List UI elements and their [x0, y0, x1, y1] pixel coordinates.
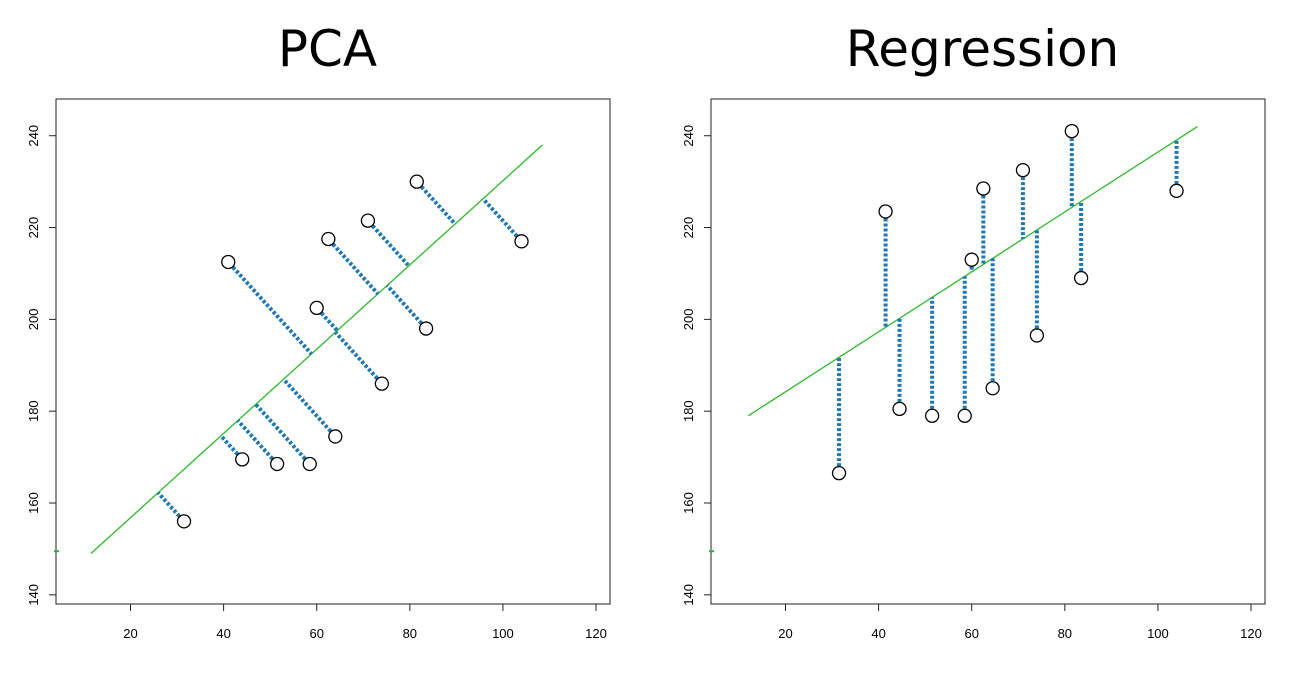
data-point	[957, 408, 972, 423]
x-tick-label: 100	[1147, 626, 1169, 641]
data-point	[221, 254, 236, 270]
residual-segment	[219, 434, 240, 456]
data-point	[1064, 123, 1079, 139]
y-tick-label: 200	[26, 309, 41, 331]
residual-segment	[481, 197, 519, 238]
data-point	[360, 213, 376, 228]
chart-title: PCA	[277, 20, 378, 78]
data-point	[892, 401, 907, 417]
x-tick-label: 60	[309, 626, 323, 641]
data-point	[1029, 328, 1045, 343]
y-tick-label: 180	[26, 400, 41, 422]
residual-segment	[371, 224, 411, 268]
y-tick-label: 200	[681, 309, 696, 331]
residual-segment	[282, 377, 333, 433]
residual-segment	[254, 403, 307, 461]
y-tick-label: 140	[26, 584, 41, 606]
x-tick-label: 80	[403, 626, 417, 641]
data-point	[1073, 270, 1089, 286]
data-point	[878, 204, 893, 219]
data-point	[328, 429, 343, 444]
data-point	[374, 376, 390, 391]
pca-plot: 20 40 60 80 100 120 140 160 180 200 220 240	[26, 98, 611, 641]
residual-segment	[385, 284, 423, 325]
data-point	[269, 456, 285, 472]
y-tick-label: 160	[681, 492, 696, 514]
plot-frame	[710, 98, 1266, 605]
residual-segment	[236, 419, 274, 461]
regression-panel: Regression 20 40 60 80 100 120 140 160 180 200 220…	[655, 0, 1310, 678]
x-tick-label: 120	[585, 626, 607, 641]
residual-segment	[333, 330, 379, 380]
data-point	[514, 234, 529, 249]
y-tick-label: 240	[681, 125, 696, 147]
data-point	[924, 408, 940, 423]
data-point	[321, 231, 336, 247]
chart-title: Regression	[845, 20, 1120, 78]
y-tick-label: 180	[681, 400, 696, 422]
fit-line	[747, 125, 1198, 417]
data-point	[302, 456, 317, 472]
fit-line	[90, 144, 543, 554]
x-tick-label: 40	[871, 626, 885, 641]
data-point	[985, 381, 1000, 396]
data-point	[976, 181, 991, 196]
plot-frame	[55, 98, 611, 605]
residual-segment	[231, 265, 313, 356]
regression-plot: 20 40 60 80 100 120 140 160 180 200 220 240	[681, 98, 1266, 641]
y-tick-label: 160	[26, 492, 41, 514]
residual-segment	[319, 311, 339, 332]
y-tick-label: 240	[26, 125, 41, 147]
data-point	[418, 321, 434, 336]
data-point	[309, 300, 324, 316]
data-point	[964, 252, 979, 267]
x-tick-label: 120	[1240, 626, 1262, 641]
data-point	[176, 514, 192, 529]
x-tick-label: 60	[964, 626, 978, 641]
x-tick-label: 20	[778, 626, 792, 641]
data-point	[409, 174, 424, 189]
residual-segment	[420, 185, 457, 226]
data-point	[1015, 163, 1031, 178]
x-tick-label: 40	[216, 626, 230, 641]
data-point	[235, 452, 250, 467]
data-point	[1169, 183, 1184, 198]
data-point	[831, 466, 847, 481]
pca-panel: PCA 20 40 60 80 100 120 140 160 180 200 220 240	[26, 20, 611, 641]
x-tick-label: 100	[492, 626, 514, 641]
residual-segment	[331, 242, 380, 296]
residual-segment	[156, 491, 181, 518]
y-tick-label: 220	[26, 217, 41, 239]
y-tick-label: 140	[681, 584, 696, 606]
x-tick-label: 20	[123, 626, 137, 641]
y-tick-label: 220	[681, 217, 696, 239]
x-tick-label: 80	[1058, 626, 1072, 641]
